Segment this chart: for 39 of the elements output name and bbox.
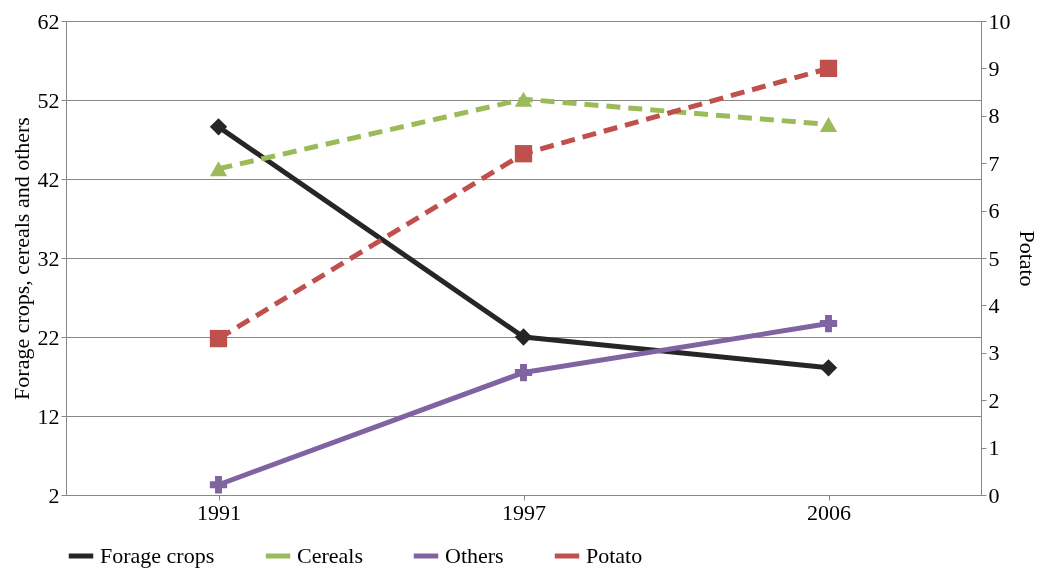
x-tick-label: 1991 bbox=[197, 499, 241, 525]
point bbox=[209, 476, 228, 494]
y-tick-label: 52 bbox=[37, 87, 60, 113]
y2-axis-title: Potato bbox=[1014, 230, 1040, 287]
point bbox=[209, 161, 228, 177]
point bbox=[819, 116, 838, 132]
y-tick-label: 12 bbox=[37, 403, 60, 429]
point bbox=[209, 118, 228, 136]
y2-tick-label: 1 bbox=[988, 435, 1000, 461]
point bbox=[514, 328, 533, 346]
point bbox=[514, 91, 533, 107]
y2-tick-label: 6 bbox=[988, 198, 1000, 224]
y-tick-label: 2 bbox=[48, 482, 60, 508]
y2-tick-label: 0 bbox=[988, 482, 1000, 508]
y2-tick-label: 8 bbox=[988, 103, 1000, 129]
legend-label: Potato bbox=[586, 543, 643, 568]
x-tick-label: 2006 bbox=[807, 499, 851, 525]
point bbox=[819, 314, 838, 333]
y2-tick-label: 10 bbox=[988, 8, 1011, 34]
point bbox=[209, 329, 228, 348]
y-tick-label: 62 bbox=[37, 8, 60, 34]
y-tick-label: 22 bbox=[37, 324, 60, 350]
legend-label: Cereals bbox=[297, 543, 363, 568]
legend-label: Forage crops bbox=[100, 543, 215, 568]
y2-tick-label: 3 bbox=[988, 340, 1000, 366]
point bbox=[514, 145, 533, 163]
y-tick-label: 42 bbox=[37, 166, 60, 192]
point bbox=[819, 59, 838, 78]
y-tick-label: 32 bbox=[37, 245, 60, 271]
x-tick-label: 1997 bbox=[502, 499, 546, 525]
y2-tick-label: 2 bbox=[988, 387, 1000, 413]
point bbox=[819, 359, 838, 377]
y2-tick-label: 4 bbox=[988, 292, 1000, 318]
y-axis-title: Forage crops, cereals and others bbox=[8, 117, 34, 400]
y2-tick-label: 7 bbox=[988, 150, 1000, 176]
y2-tick-label: 9 bbox=[988, 55, 1000, 81]
y2-tick-label: 5 bbox=[988, 245, 1000, 271]
point bbox=[514, 363, 533, 382]
legend-label: Others bbox=[445, 543, 504, 568]
